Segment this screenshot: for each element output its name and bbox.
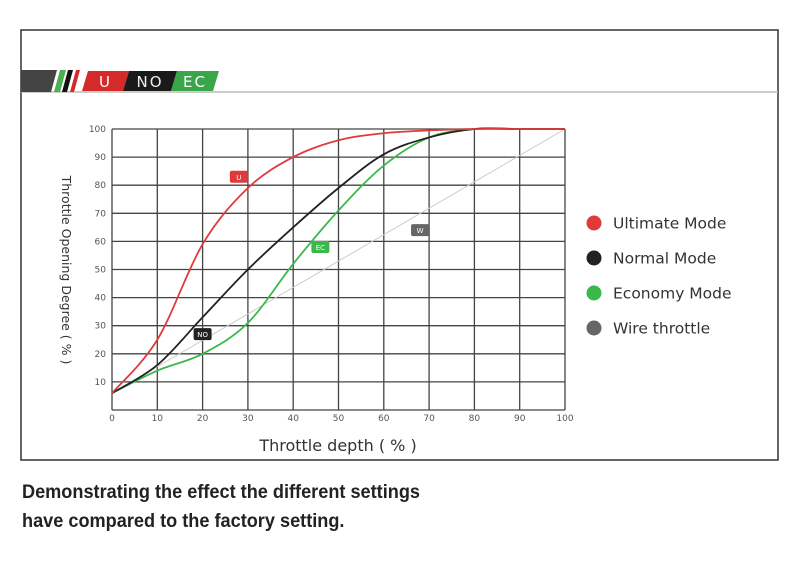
x-tick-label: 80 (469, 414, 481, 424)
y-tick-label: 30 (95, 322, 107, 332)
legend: Ultimate Mode Normal Mode Economy Mode Wire… (586, 215, 732, 338)
y-tick-label: 70 (95, 209, 107, 219)
x-tick-label: 30 (242, 414, 254, 424)
header-stripe (70, 70, 80, 92)
x-tick-label: 100 (556, 414, 573, 424)
legend-item-label: Normal Mode (613, 250, 716, 268)
header-stripe (21, 70, 57, 92)
legend-swatch-icon (586, 285, 602, 301)
y-tick-label: 90 (95, 153, 107, 163)
y-tick-label: 40 (95, 294, 107, 304)
y-tick-label: 50 (95, 266, 107, 276)
caption: Demonstrating the effect the different s… (22, 478, 420, 536)
x-tick-label: 0 (109, 414, 115, 424)
x-tick-label: 70 (423, 414, 435, 424)
y-axis-label: Throttle Opening Degree ( % ) (59, 175, 74, 365)
series-marker-badge (311, 241, 330, 254)
series-marker-badge-text: U (236, 174, 241, 182)
legend-swatch-icon (586, 215, 602, 231)
x-tick-label: 90 (514, 414, 526, 424)
series-marker-badge (193, 328, 212, 341)
series-marker-badge-text: W (417, 227, 424, 235)
header-badge-label: NO (136, 73, 163, 91)
legend-swatch-icon (586, 320, 602, 336)
caption-line-2: have compared to the factory setting. (22, 510, 345, 532)
legend-item-label: Economy Mode (613, 285, 732, 303)
chart-frame (20, 29, 779, 461)
y-tick-label: 60 (95, 237, 107, 247)
header-stripe (54, 70, 66, 92)
mode-header-banner: U NO EC (21, 70, 778, 93)
header-badge-label: U (99, 73, 112, 91)
legend-item-label: Wire throttle (613, 320, 710, 338)
legend-item-label: Ultimate Mode (613, 215, 726, 233)
x-tick-label: 60 (378, 414, 390, 424)
y-tick-label: 100 (89, 125, 106, 135)
series-line-ultimate-mode (111, 127, 565, 394)
x-tick-label: 50 (333, 414, 345, 424)
x-axis-label: Throttle depth ( % ) (258, 436, 416, 455)
legend-swatch-icon (586, 250, 602, 266)
caption-line-1: Demonstrating the effect the different s… (22, 481, 421, 503)
header-badge (123, 71, 177, 91)
header-badge (171, 71, 219, 91)
series-marker-badge (411, 224, 430, 237)
grid: 0 10 20 30 40 50 60 70 80 90 100 10 20 30 40 50 60 70 80 90… (89, 125, 574, 424)
series-marker-badge-text: EC (316, 244, 325, 252)
x-tick-label: 10 (152, 414, 164, 424)
y-tick-label: 80 (95, 181, 107, 191)
x-tick-label: 20 (197, 414, 209, 424)
x-tick-label: 40 (287, 414, 299, 424)
series-marker-badge (229, 170, 248, 183)
header-badge-label: EC (183, 73, 207, 91)
y-tick-label: 20 (95, 350, 107, 360)
header-badge (82, 71, 129, 91)
series-line-wire-throttle (111, 128, 566, 394)
header-stripe (62, 70, 73, 92)
y-tick-label: 10 (95, 378, 107, 388)
series-marker-badge-text: NO (197, 331, 208, 339)
